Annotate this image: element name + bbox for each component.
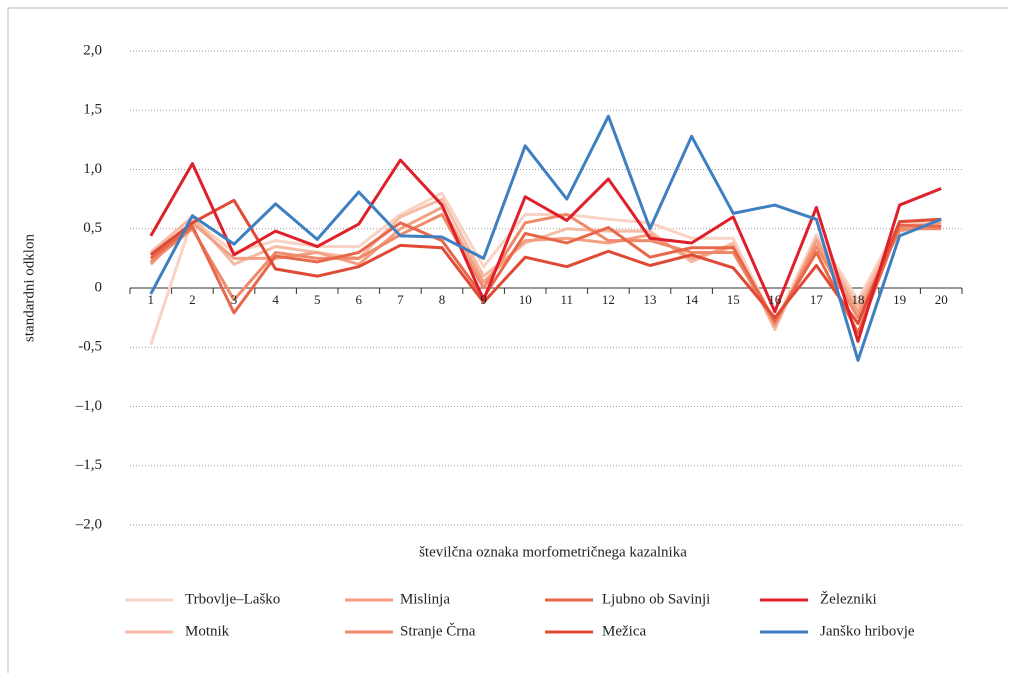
legend-label: Janško hribovje [820, 623, 915, 639]
x-tick-label: 13 [644, 292, 657, 307]
series-line [149, 213, 942, 326]
x-tick-label: 16 [768, 292, 782, 307]
legend-label: Železniki [820, 590, 877, 607]
y-tick-label: -0,5 [78, 339, 102, 355]
series-line [149, 198, 942, 326]
x-tick-label: 7 [397, 292, 404, 307]
series-line [149, 114, 942, 362]
x-tick-label: 1 [148, 292, 155, 307]
x-axis-label: številčna oznaka morfometričnega kazalni… [419, 544, 687, 560]
legend-label: Mežica [602, 623, 646, 639]
series-line [149, 191, 942, 346]
legend-label: Motnik [185, 623, 230, 639]
y-tick-label: –1,5 [75, 457, 102, 473]
legend-label: Stranje Črna [400, 622, 476, 639]
series-line [149, 158, 942, 343]
x-tick-label: 11 [561, 292, 574, 307]
y-tick-label: 1,0 [83, 161, 102, 177]
x-tick-label: 17 [810, 292, 824, 307]
x-tick-label: 9 [480, 292, 487, 307]
x-tick-label: 15 [727, 292, 740, 307]
x-tick-label: 8 [439, 292, 446, 307]
x-tick-label: 4 [272, 292, 279, 307]
y-tick-label: 0,5 [83, 220, 102, 236]
x-tick-label: 18 [852, 292, 865, 307]
x-tick-label: 6 [356, 292, 363, 307]
x-tick-label: 12 [602, 292, 615, 307]
x-tick-label: 20 [935, 292, 948, 307]
x-tick-label: 14 [685, 292, 699, 307]
x-tick-label: 3 [231, 292, 238, 307]
y-tick-label: –1,0 [75, 398, 102, 414]
series-line [149, 221, 942, 335]
x-tick-label: 5 [314, 292, 321, 307]
y-tick-label: 2,0 [83, 42, 102, 58]
legend-label: Ljubno ob Savinji [602, 591, 710, 607]
y-axis-label: standardni odklon [21, 234, 37, 342]
x-tick-label: 10 [519, 292, 532, 307]
y-tick-label: –2,0 [75, 516, 102, 532]
x-tick-label: 2 [189, 292, 196, 307]
legend-label: Trbovlje–Laško [185, 591, 280, 607]
y-tick-label: 0 [95, 279, 103, 295]
x-tick-label: 19 [893, 292, 906, 307]
legend-label: Mislinja [400, 591, 450, 607]
y-tick-label: 1,5 [83, 102, 102, 118]
